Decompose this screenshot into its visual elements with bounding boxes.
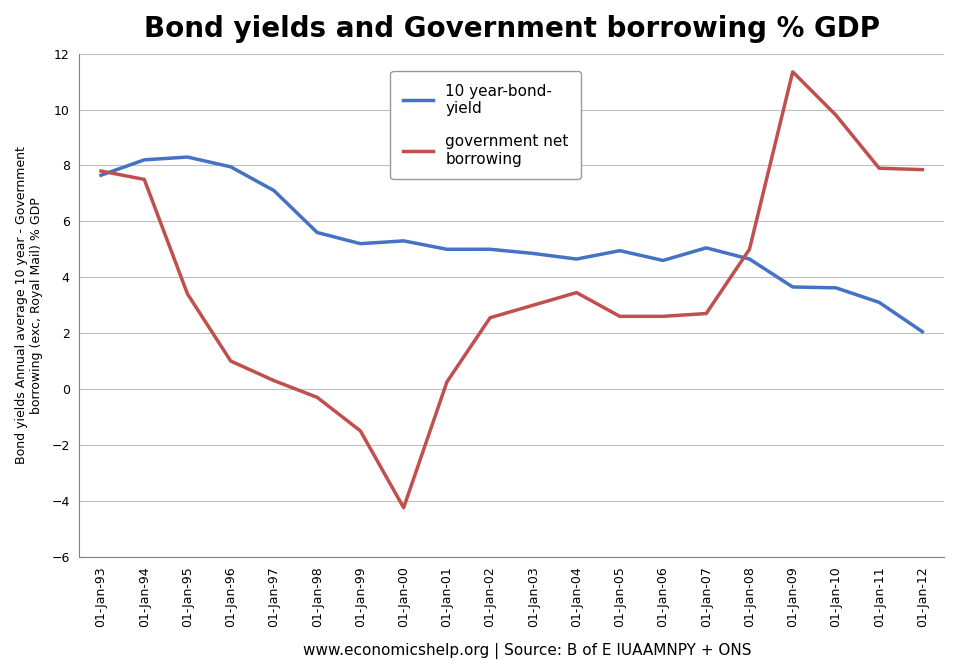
10 year-bond-
yield [657,256,668,264]
10 year-bond-
yield [269,187,280,195]
Text: www.economicshelp.org | Source: B of E IUAAMNPY + ONS: www.economicshelp.org | Source: B of E I… [303,643,752,659]
government net
borrowing [700,310,712,318]
government net
borrowing [138,175,150,183]
Line: 10 year-bond-
yield: 10 year-bond- yield [101,157,923,332]
government net
borrowing [744,246,756,254]
government net
borrowing [182,290,194,298]
government net
borrowing [355,427,366,435]
10 year-bond-
yield [874,298,885,306]
government net
borrowing [269,377,280,385]
10 year-bond-
yield [614,247,625,255]
government net
borrowing [787,68,799,76]
government net
borrowing [830,111,842,119]
10 year-bond-
yield [917,328,928,336]
government net
borrowing [312,393,323,401]
10 year-bond-
yield [312,229,323,237]
government net
borrowing [95,167,106,175]
government net
borrowing [527,301,539,309]
government net
borrowing [614,312,625,320]
10 year-bond-
yield [182,153,194,161]
10 year-bond-
yield [571,255,582,263]
10 year-bond-
yield [95,171,106,179]
10 year-bond-
yield [138,156,150,164]
10 year-bond-
yield [744,255,756,263]
10 year-bond-
yield [484,246,496,254]
10 year-bond-
yield [527,250,539,258]
Line: government net
borrowing: government net borrowing [101,72,923,508]
10 year-bond-
yield [225,163,237,171]
Y-axis label: Bond yields Annual average 10 year - Government
borrowing (exc, Royal Mail) % GD: Bond yields Annual average 10 year - Gov… [15,147,43,464]
10 year-bond-
yield [830,284,842,292]
government net
borrowing [484,314,496,322]
Title: Bond yields and Government borrowing % GDP: Bond yields and Government borrowing % G… [144,15,879,43]
10 year-bond-
yield [700,244,712,252]
10 year-bond-
yield [787,283,799,291]
government net
borrowing [657,312,668,320]
government net
borrowing [571,288,582,296]
Legend: 10 year-bond-
yield, government net
borrowing: 10 year-bond- yield, government net borr… [390,72,581,179]
government net
borrowing [398,504,409,512]
10 year-bond-
yield [355,240,366,248]
10 year-bond-
yield [398,237,409,245]
government net
borrowing [917,166,928,174]
government net
borrowing [441,378,453,386]
10 year-bond-
yield [441,246,453,254]
government net
borrowing [874,164,885,172]
government net
borrowing [225,357,237,365]
